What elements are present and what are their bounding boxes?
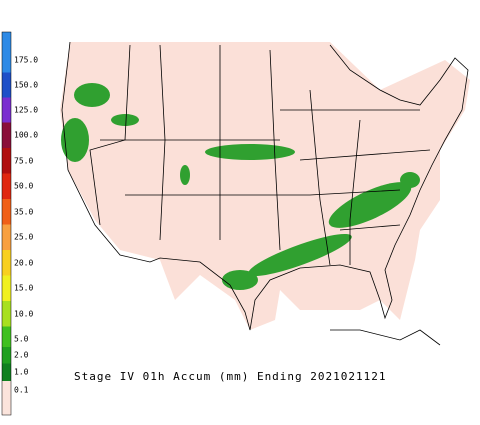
legend-label: 25.0 (14, 233, 33, 242)
legend-label: 50.0 (14, 182, 33, 191)
legend-label: 2.0 (14, 351, 29, 360)
legend-swatch (2, 148, 11, 174)
caption: Stage IV 01h Accum (mm) Ending 202102112… (74, 370, 387, 383)
legend-label: 5.0 (14, 335, 29, 344)
legend-swatch (2, 326, 11, 347)
legend-label: 20.0 (14, 259, 33, 268)
legend-swatch (2, 72, 11, 98)
legend-swatch (2, 97, 11, 123)
legend-label: 75.0 (14, 157, 33, 166)
legend-label: 35.0 (14, 208, 33, 217)
legend-swatch (2, 250, 11, 276)
legend: 175.0 150.0 125.0 100.0 75.0 50.0 35.0 25.0 20.0… (1, 31, 38, 416)
map (60, 41, 470, 346)
legend-frame (1, 31, 12, 416)
legend-label: 175.0 (14, 56, 38, 65)
legend-swatch (2, 122, 11, 148)
legend-swatch (2, 173, 11, 199)
legend-label: 125.0 (14, 106, 38, 115)
legend-swatch (2, 32, 11, 73)
legend-label: 15.0 (14, 284, 33, 293)
legend-swatch (2, 224, 11, 250)
boundaries (61, 41, 469, 346)
legend-swatch (2, 381, 11, 415)
precip-areas (61, 83, 420, 290)
legend-swatch (2, 199, 11, 225)
legend-swatch (2, 275, 11, 301)
legend-swatch (2, 347, 11, 364)
legend-label: 150.0 (14, 81, 38, 90)
legend-label: 100.0 (14, 131, 38, 140)
legend-swatch (2, 301, 11, 327)
legend-label: 0.1 (14, 386, 29, 395)
legend-label: 10.0 (14, 310, 33, 319)
legend-swatch (2, 363, 11, 381)
legend-label: 1.0 (14, 368, 29, 377)
